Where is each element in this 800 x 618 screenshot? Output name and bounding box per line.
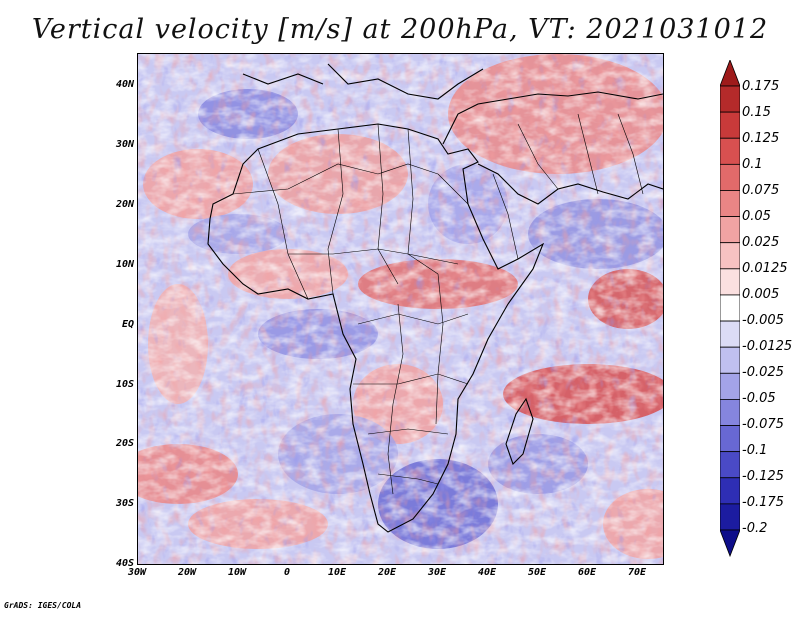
lon-label-0: 0 (283, 567, 291, 578)
colorbar-segment-15 (720, 451, 740, 479)
colorbar-label-2: 0.125 (742, 131, 780, 146)
colorbar-label-3: 0.1 (742, 157, 763, 172)
colorbar-segment-13 (720, 399, 740, 426)
madagascar-outline (505, 397, 534, 466)
lon-label-70e: 70E (627, 567, 647, 578)
lat-label-30n: 30N (115, 139, 134, 150)
colorbar-label-0: 0.175 (742, 79, 780, 94)
lat-label-20n: 20N (115, 199, 134, 210)
lon-label-10e: 10E (327, 567, 347, 578)
grads-credit: GrADS: IGES/COLA (4, 601, 82, 610)
colorbar-segment-4 (720, 163, 740, 191)
colorbar-label-16: -0.175 (742, 495, 784, 510)
colorbar-segment-6 (720, 216, 740, 244)
colorbar-label-12: -0.05 (742, 391, 776, 406)
colorbar-label-17: -0.2 (742, 521, 768, 536)
colorbar-segment-11 (720, 346, 740, 374)
colorbar-segment-1 (720, 85, 740, 113)
colorbar-segment-18 (720, 529, 740, 558)
lon-label-40e: 40E (477, 567, 497, 578)
map-plot-area (137, 53, 664, 565)
lon-label-30w: 30W (127, 567, 147, 578)
lat-label-40s: 40S (115, 558, 134, 569)
colorbar-segment-10 (720, 320, 740, 348)
colorbar-segment-17 (720, 503, 740, 531)
lat-label-40n: 40N (115, 79, 134, 90)
lat-label-10n: 10N (115, 259, 134, 270)
lon-label-60e: 60E (577, 567, 597, 578)
lat-label-30s: 30S (115, 498, 134, 509)
colorbar-segment-7 (720, 242, 740, 270)
colorbar-label-10: -0.0125 (742, 339, 793, 354)
coastlines (207, 63, 663, 533)
lon-label-30e: 30E (427, 567, 447, 578)
colorbar-label-4: 0.075 (742, 183, 780, 198)
white-texture (138, 54, 663, 564)
lon-label-20w: 20W (177, 567, 197, 578)
colorbar-label-15: -0.125 (742, 469, 784, 484)
lon-label-10w: 10W (227, 567, 247, 578)
colorbar-segment-12 (720, 372, 740, 400)
colorbar-label-7: 0.0125 (742, 261, 788, 276)
colorbar-label-13: -0.075 (742, 417, 784, 432)
colorbar-segment-14 (720, 425, 740, 453)
colorbar-label-11: -0.025 (742, 365, 784, 380)
colorbar-segment-5 (720, 190, 740, 217)
lat-label-10s: 10S (115, 379, 134, 390)
colorbar-segment-16 (720, 477, 740, 505)
map-title: Vertical velocity [m/s] at 200hPa, VT: 2… (31, 14, 769, 45)
colorbar-segment-3 (720, 137, 740, 165)
colorbar-label-6: 0.025 (742, 235, 780, 250)
colorbar-label-8: 0.005 (742, 287, 780, 302)
colorbar-segment-8 (720, 268, 740, 296)
lat-label-20s: 20S (115, 438, 134, 449)
colorbar-label-14: -0.1 (742, 443, 768, 458)
lon-label-50e: 50E (527, 567, 547, 578)
colorbar-label-1: 0.15 (742, 105, 771, 120)
lat-label-eq: EQ (121, 319, 134, 330)
colorbar-segment-0 (720, 60, 740, 87)
velocity-field-map (138, 54, 663, 564)
lon-label-20e: 20E (377, 567, 397, 578)
colorbar (720, 60, 740, 558)
country-borders (232, 113, 644, 495)
colorbar-label-9: -0.005 (742, 313, 784, 328)
colorbar-segment-9 (720, 294, 740, 322)
colorbar-segment-2 (720, 111, 740, 139)
colorbar-label-5: 0.05 (742, 209, 771, 224)
